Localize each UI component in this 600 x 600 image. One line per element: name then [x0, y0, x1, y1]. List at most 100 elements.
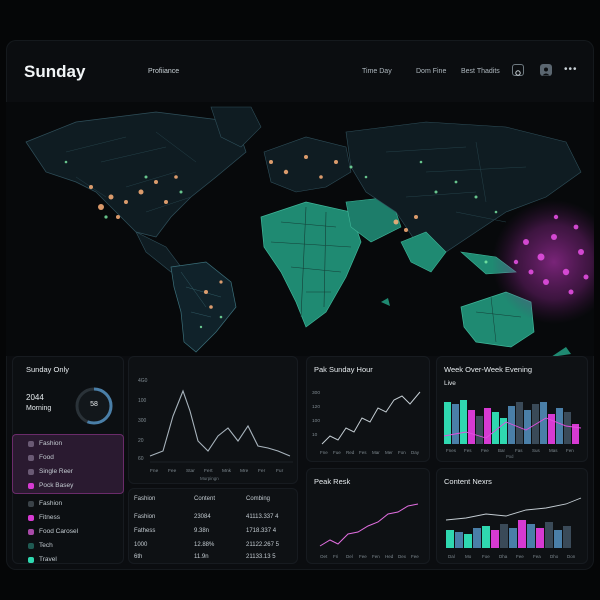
x-tick: Star [186, 468, 195, 474]
content-news-bars [446, 520, 571, 548]
south-america [170, 261, 237, 353]
gauge-value: 58 [90, 401, 98, 408]
x-tick: Fes [464, 448, 472, 453]
bar [518, 520, 526, 548]
center-line-series [149, 389, 291, 457]
category-item-pock-basey[interactable]: Pock Basey [28, 482, 73, 489]
x-tick: Fen [566, 448, 574, 453]
bar [524, 410, 531, 444]
bar [482, 526, 490, 548]
x-title: Murpingn [200, 476, 219, 481]
y-tick: 10 [312, 432, 318, 438]
content-news-panel: Content Nexrs Dal Mo Foe [436, 468, 588, 564]
bar [468, 410, 475, 444]
more-icon[interactable]: ••• [564, 64, 578, 75]
bar [556, 408, 563, 444]
center-chart-panel: 4G0 100 300 20 60 Fne Fee Star Fert Mnk … [128, 356, 298, 484]
y-tick: 20 [138, 438, 144, 444]
category-dot [28, 440, 34, 447]
content-news-bar-chart: Dal Mo Foe Dha Fee Fea Dho Don [445, 497, 582, 559]
bar [476, 416, 483, 444]
y-tick: 60 [138, 456, 144, 462]
lower-item-tech[interactable]: Tech [28, 542, 53, 549]
table-cell: 6th [134, 554, 143, 560]
bar [473, 528, 481, 548]
peak-sunday-hour-panel: Pak Sunday Hour 300 120 100 10 Fne Fue R… [306, 356, 430, 462]
lower-item-fitness[interactable]: Fitness [28, 514, 60, 521]
category-item-fashion[interactable]: Fashion [28, 440, 62, 447]
lower-item-fashion[interactable]: Fashion [28, 500, 62, 507]
y-tick: 100 [312, 418, 320, 424]
center-line-chart: 4G0 100 300 20 60 Fne Fee Star Fert Mnk … [138, 378, 293, 481]
x-tick: Mo [465, 554, 472, 559]
x-tick: Bar [498, 448, 506, 453]
bar [492, 412, 499, 444]
x-tick: Fes [359, 450, 367, 455]
x-tick: Fnes [446, 448, 457, 453]
nav-profile[interactable]: Profiiance [148, 68, 180, 75]
x-tick: Del [346, 554, 353, 559]
lower-item-food-carosel[interactable]: Food Carosel [28, 528, 78, 535]
x-tick: Dha [499, 554, 508, 559]
peak-hour-line-chart: 300 120 100 10 Fne Fue Red Fes Mar Mer F… [312, 390, 421, 455]
week-over-week-panel: Week Over-Week Evening Live [436, 356, 588, 462]
bar [527, 524, 535, 548]
x-tick: Fne [320, 450, 328, 455]
x-tick: Fer [258, 468, 266, 474]
x-tick: Dal [448, 554, 455, 559]
x-tick: Mar [372, 450, 380, 455]
x-tick: Fert [204, 468, 213, 474]
user-icon[interactable] [540, 64, 552, 76]
y-tick: 300 [312, 390, 320, 396]
x-tick: Dex [398, 554, 407, 559]
table-cell: 12.88% [194, 542, 215, 548]
x-tick: Fee [481, 448, 489, 453]
bar [500, 524, 508, 548]
x-tick: Day [411, 450, 420, 455]
bar [444, 402, 451, 444]
table-cell: 11.9n [194, 554, 209, 560]
nav-link-time-day[interactable]: Time Day [362, 68, 392, 75]
bar [455, 532, 463, 548]
bar [564, 412, 571, 444]
table-cell: 1718.337 4 [246, 528, 277, 534]
table-cell: 9.38n [194, 528, 210, 534]
app-title: Sunday [24, 62, 86, 81]
x-sublabel: Pod [506, 454, 514, 459]
y-tick: 120 [312, 404, 320, 410]
lower-item-travel[interactable]: Travel [28, 556, 57, 563]
y-tick: 4G0 [138, 378, 148, 384]
nav-link-best-thadits[interactable]: Best Thadits [461, 68, 500, 75]
bar [516, 402, 523, 444]
x-tick: Dho [550, 554, 559, 559]
asia [345, 121, 582, 253]
table-header: Fashion [134, 496, 156, 502]
x-tick: Fri [333, 554, 338, 559]
table-cell: 23084 [194, 514, 211, 520]
top-bar: Sunday Profiiance Time Day Dom Fine Best… [6, 40, 594, 102]
category-item-food[interactable]: Food [28, 454, 54, 461]
target-icon[interactable] [512, 64, 524, 76]
nav-link-dom-fine[interactable]: Dom Fine [416, 68, 447, 75]
bar [509, 528, 517, 548]
x-tick: Foe [482, 554, 490, 559]
x-tick: Fee [516, 554, 524, 559]
table-cell: 1000 [134, 542, 148, 548]
table-header: Combing [246, 496, 271, 502]
x-tick: Fne [150, 468, 159, 474]
morning-period: Morning [26, 405, 52, 412]
panel-title: Sunday Only [26, 365, 69, 374]
peak-hour-series [321, 391, 421, 445]
x-tick: Sus [532, 448, 541, 453]
table-cell: 21122.267 5 [246, 542, 279, 548]
bar [548, 414, 555, 444]
magenta-hotspot-glow [492, 200, 594, 324]
live-label: Live [444, 380, 456, 387]
sunday-only-panel: Sunday Only 2044 Morning 58 Fashion Food… [12, 356, 124, 564]
week-over-week-bar-chart: Fnes Fes Fee Bar Fas Sus Mas Fen Pod [443, 400, 582, 459]
bar [491, 530, 499, 548]
content-table: Fashion Content Combing Fashion 23084 41… [128, 488, 298, 564]
bar [500, 418, 507, 444]
table-cell: 21133.13 5 [246, 554, 276, 560]
category-item-single-reer[interactable]: Single Reer [28, 468, 73, 475]
